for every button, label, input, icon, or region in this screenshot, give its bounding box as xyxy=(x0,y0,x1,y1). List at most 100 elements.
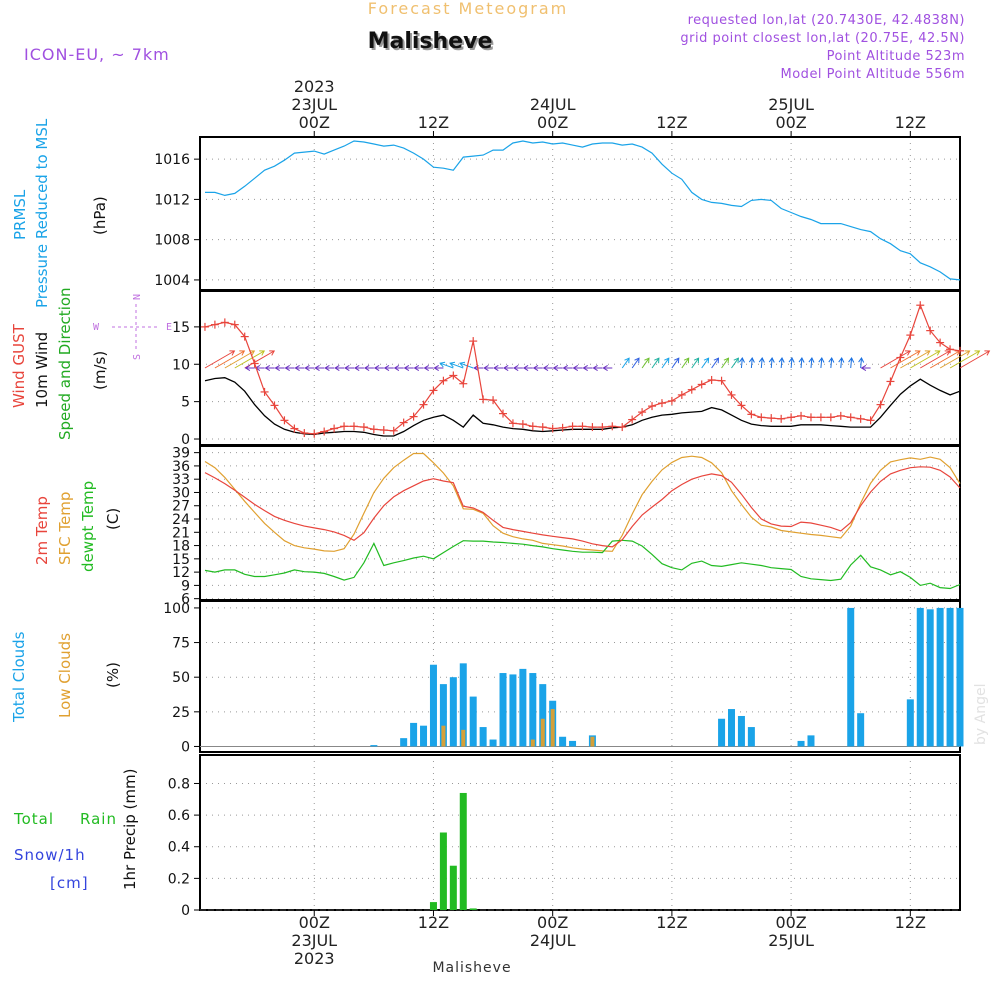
clouds-ytick-label: 0 xyxy=(181,739,190,755)
wind-arrow xyxy=(483,364,494,372)
wind-arrow xyxy=(691,357,700,369)
gust-marker xyxy=(598,423,607,432)
total-clouds-bar xyxy=(936,607,944,747)
wind-arrow xyxy=(363,364,374,372)
wind-arrow-shaft xyxy=(770,357,773,369)
wind-arrow xyxy=(860,364,871,372)
wind-arrow-head xyxy=(344,364,350,372)
wind-arrow-shaft xyxy=(760,357,763,369)
prmsl-label: PRMSL xyxy=(11,189,29,240)
wind-arrow-shaft xyxy=(661,357,670,369)
gust-marker xyxy=(896,353,905,362)
gust-marker xyxy=(439,376,448,385)
gust-marker xyxy=(538,423,547,432)
wind-arrow-head xyxy=(778,357,785,363)
gust-marker xyxy=(727,390,736,399)
wind-arrow-head xyxy=(229,350,236,356)
wind-arrow xyxy=(284,364,295,372)
gust-marker xyxy=(280,416,289,425)
wind-ytick-label: 10 xyxy=(172,357,190,373)
wind-arrow-shaft xyxy=(701,357,709,369)
gust-marker xyxy=(220,318,229,327)
wind-arrow-shaft xyxy=(621,357,630,369)
wind-arrow xyxy=(334,364,345,372)
wind-arrow-head xyxy=(413,364,420,372)
wind-arrow-head xyxy=(493,364,499,372)
gust-marker xyxy=(210,320,219,329)
gust-marker xyxy=(399,418,408,427)
gust-marker xyxy=(707,375,716,384)
gust-marker xyxy=(320,427,329,436)
wind-arrow-head xyxy=(439,361,446,368)
total-clouds-bar xyxy=(459,663,467,747)
wind-arrow-shaft xyxy=(740,357,743,369)
wind-arrow xyxy=(244,364,255,372)
wind-arrow-head xyxy=(683,357,690,364)
speed-dir-label: Speed and Direction xyxy=(56,287,74,440)
rain-label: Rain xyxy=(80,810,117,828)
precip-ytick-label: 0.4 xyxy=(168,840,190,856)
pressure-ytick-label: 1012 xyxy=(154,192,190,208)
wind-arrow-head xyxy=(788,357,795,363)
wind-arrow xyxy=(959,350,991,369)
wind-arrow xyxy=(353,364,364,372)
gust-marker xyxy=(200,322,209,331)
pressure-ytick-label: 1004 xyxy=(154,273,190,289)
gust-marker xyxy=(429,386,438,395)
gust-marker xyxy=(956,346,964,355)
wind-arrow xyxy=(900,350,931,369)
wind-arrow xyxy=(681,357,690,369)
wind-arrow-head xyxy=(858,357,865,363)
wind-arrow xyxy=(224,350,256,369)
gust-marker xyxy=(528,422,537,431)
wind-arrow xyxy=(661,357,670,369)
wind-arrow xyxy=(778,357,785,369)
wind-arrow-shaft xyxy=(939,350,970,369)
gust-marker xyxy=(777,414,786,423)
total-clouds-bar xyxy=(420,725,428,747)
bottom-axis-label: 00Z xyxy=(299,913,330,932)
wind-arrow-head xyxy=(748,357,755,363)
gust-marker xyxy=(369,425,378,434)
wind-arrow-shaft xyxy=(459,362,474,369)
compass-n: N xyxy=(132,294,143,300)
wind-arrow-head xyxy=(522,364,529,372)
temp-ytick-label: 21 xyxy=(172,525,190,541)
top-axis-label: 00Z xyxy=(775,113,806,132)
model-altitude: Model Point Altitude 556m xyxy=(781,67,965,82)
wind-arrow-head xyxy=(703,357,710,364)
low-clouds-bar xyxy=(590,736,595,747)
top-axis-label: 25JUL xyxy=(768,95,814,114)
temp-ytick-label: 33 xyxy=(172,472,190,488)
gust-marker xyxy=(479,395,488,404)
wind-arrow xyxy=(858,357,865,369)
wind-arrow xyxy=(651,357,660,369)
wind-arrow-shaft xyxy=(800,357,803,369)
wind-arrow-head xyxy=(542,364,549,372)
wind-arrow xyxy=(522,364,533,372)
wind-arrow xyxy=(403,364,414,372)
gust-marker xyxy=(548,424,557,433)
total-clouds-bar xyxy=(807,735,815,747)
gust-label: Wind GUST xyxy=(10,323,28,408)
wind-arrow-head xyxy=(914,350,921,356)
top-axis-label: 12Z xyxy=(656,113,687,132)
bottom-axis-label: 12Z xyxy=(656,913,687,932)
top-axis-year: 2023 xyxy=(294,77,335,96)
gust-marker xyxy=(330,424,339,433)
wind-arrow-head xyxy=(532,364,539,372)
clouds-ytick-label: 100 xyxy=(163,601,190,617)
wind-arrow xyxy=(631,357,640,369)
wind-arrow xyxy=(552,364,563,372)
wind-arrow-head xyxy=(974,350,981,356)
wind-arrow xyxy=(449,361,464,369)
gust-marker xyxy=(499,409,508,418)
location-title: Malisheve xyxy=(368,29,493,54)
cloud-panel-labels: Total Clouds Low Clouds (%) xyxy=(10,631,122,723)
precip-ytick-label: 0.8 xyxy=(168,776,190,792)
gust-marker xyxy=(260,387,269,396)
wind-arrow-head xyxy=(848,357,855,363)
wind-arrow xyxy=(314,364,325,372)
bottom-axis-label: 00Z xyxy=(537,913,568,932)
total-clouds-bar xyxy=(439,684,447,747)
